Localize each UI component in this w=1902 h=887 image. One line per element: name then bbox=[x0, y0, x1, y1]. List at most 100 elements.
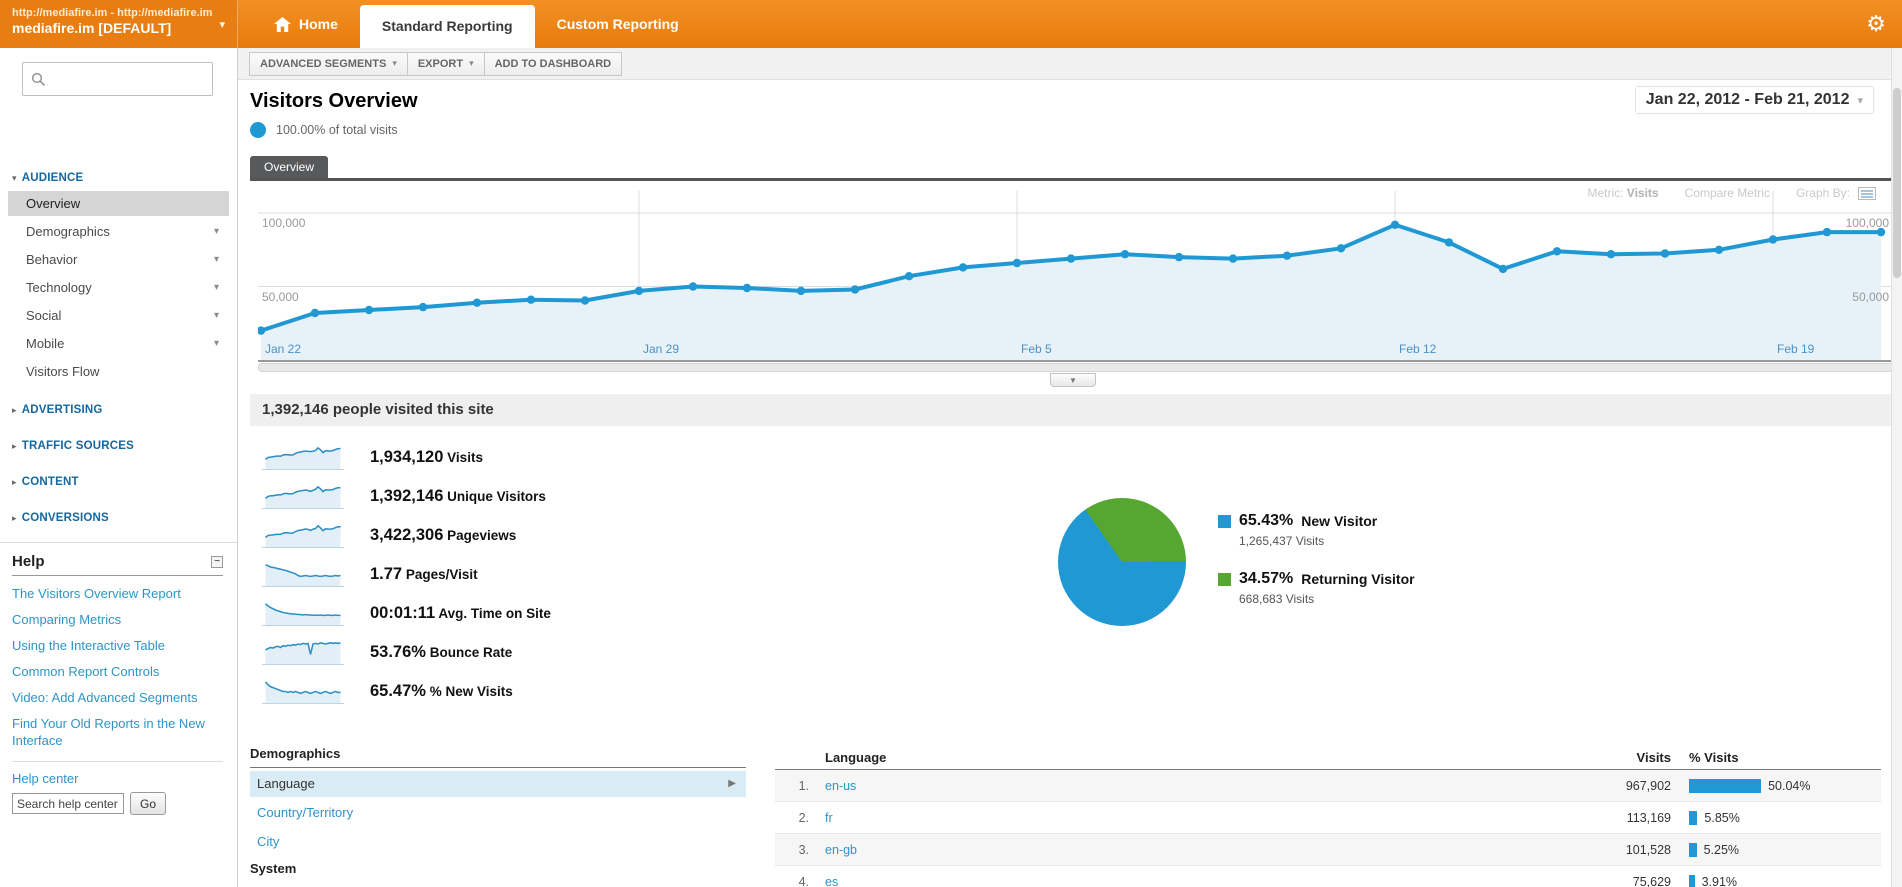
sidebar: ▾ AUDIENCE Overview Demographics ▾ Behavior ▾ T… bbox=[0, 48, 238, 887]
stat-label: Avg. Time on Site bbox=[438, 605, 551, 621]
chart-tab-rule bbox=[250, 178, 1895, 181]
visits-value: 113,169 bbox=[1626, 810, 1671, 825]
sidebar-item-technology[interactable]: Technology ▾ bbox=[8, 275, 229, 300]
help-center-go-button[interactable]: Go bbox=[130, 792, 167, 815]
col-pct-visits: % Visits bbox=[1689, 750, 1739, 765]
tab-standard-reporting[interactable]: Standard Reporting bbox=[359, 5, 535, 48]
sparkline-pages-visit bbox=[262, 564, 344, 587]
nav-section-conversions[interactable]: ▸ CONVERSIONS bbox=[12, 512, 109, 524]
tab-custom-reporting-label: Custom Reporting bbox=[556, 16, 679, 32]
chevron-down-icon: ▾ bbox=[392, 58, 397, 68]
tab-home[interactable]: Home bbox=[252, 0, 360, 48]
account-dropdown-icon[interactable]: ▾ bbox=[219, 19, 225, 31]
nav-section-traffic-sources[interactable]: ▸ TRAFFIC SOURCES bbox=[12, 440, 134, 452]
language-link[interactable]: en-us bbox=[825, 778, 857, 793]
help-link-using-the-interactive-table[interactable]: Using the Interactive Table bbox=[12, 638, 165, 653]
nav-section-advertising[interactable]: ▸ ADVERTISING bbox=[12, 404, 103, 416]
stat-unique-visitors: 1,392,146 Unique Visitors bbox=[262, 481, 546, 511]
page-scrollbar[interactable] bbox=[1891, 48, 1902, 887]
compare-metric-button[interactable]: Compare Metric bbox=[1684, 186, 1770, 200]
segment-percent-icon bbox=[250, 122, 266, 138]
report-toolbar: ADVANCED SEGMENTS ▾ EXPORT ▾ ADD TO DASHBO… bbox=[238, 48, 1902, 80]
stat-value: 3,422,306 bbox=[370, 525, 444, 544]
sidebar-search-box[interactable] bbox=[22, 62, 213, 96]
triangle-down-icon: ▾ bbox=[12, 173, 17, 183]
sidebar-item-social[interactable]: Social ▾ bbox=[8, 303, 229, 328]
stat-visits: 1,934,120 Visits bbox=[262, 442, 483, 472]
language-link[interactable]: fr bbox=[825, 810, 833, 825]
sidebar-item-demographics[interactable]: Demographics ▾ bbox=[8, 219, 229, 244]
demographics-row-language[interactable]: Language ▶ bbox=[250, 771, 746, 797]
y-axis-label: 100,000 bbox=[262, 216, 306, 231]
language-table-row: 2. fr 113,169 5.85% bbox=[775, 802, 1881, 834]
nav-section-content[interactable]: ▸ CONTENT bbox=[12, 476, 79, 488]
percent-bar bbox=[1689, 842, 1697, 857]
metric-selector[interactable]: Metric: Visits bbox=[1587, 186, 1659, 200]
export-button[interactable]: EXPORT ▾ bbox=[406, 51, 485, 76]
stat-label: Unique Visitors bbox=[447, 488, 546, 504]
help-link-comparing-metrics[interactable]: Comparing Metrics bbox=[12, 612, 122, 627]
help-link-video-add-advanced-segments[interactable]: Video: Add Advanced Segments bbox=[12, 690, 198, 705]
percent-value: 5.85% bbox=[1704, 810, 1740, 825]
account-selector[interactable]: http://mediafire.im - http://mediafire.i… bbox=[0, 0, 238, 48]
visitor-type-pie-chart bbox=[1058, 498, 1186, 626]
legend-entry-new-visitor: 65.43% New Visitor 1,265,437 Visits bbox=[1218, 512, 1415, 548]
system-section-title: System bbox=[250, 861, 297, 876]
help-link-find-your-old-reports-in-the-new-interface[interactable]: Find Your Old Reports in the New Interfa… bbox=[12, 716, 205, 748]
nav-section-audience[interactable]: ▾ AUDIENCE bbox=[12, 172, 84, 184]
chart-tab-overview[interactable]: Overview bbox=[250, 156, 329, 179]
x-axis-label: Feb 12 bbox=[1399, 342, 1437, 356]
page-scrollbar-thumb[interactable] bbox=[1893, 88, 1901, 278]
demographics-panel: Demographics Language ▶ Country/Territory C… bbox=[250, 746, 746, 876]
tab-custom-reporting[interactable]: Custom Reporting bbox=[535, 0, 701, 48]
help-link-the-visitors-overview-report[interactable]: The Visitors Overview Report bbox=[12, 586, 181, 601]
demographics-row-country-territory[interactable]: Country/Territory bbox=[257, 805, 354, 820]
app-header: http://mediafire.im - http://mediafire.i… bbox=[0, 0, 1902, 48]
advanced-segments-button[interactable]: ADVANCED SEGMENTS ▾ bbox=[249, 51, 408, 76]
chart-collapse-button[interactable]: ▼ bbox=[1050, 373, 1096, 387]
chevron-down-icon: ▾ bbox=[469, 58, 474, 68]
sidebar-item-mobile[interactable]: Mobile ▾ bbox=[8, 331, 229, 356]
demographics-row-city[interactable]: City bbox=[257, 834, 280, 849]
triangle-right-icon: ▸ bbox=[12, 441, 17, 451]
chevron-down-icon: ▾ bbox=[1857, 94, 1863, 107]
language-link[interactable]: en-gb bbox=[825, 842, 857, 857]
stat-value: 1,392,146 bbox=[370, 486, 444, 505]
row-rank: 3. bbox=[798, 842, 809, 857]
sidebar-item-overview[interactable]: Overview bbox=[8, 191, 229, 216]
visits-value: 101,528 bbox=[1625, 842, 1671, 857]
settings-gear-icon[interactable]: ⚙ bbox=[1866, 11, 1886, 36]
sidebar-item-visitors-flow[interactable]: Visitors Flow bbox=[26, 364, 100, 379]
date-range-picker[interactable]: Jan 22, 2012 - Feb 21, 2012 ▾ bbox=[1634, 86, 1874, 114]
sidebar-item-behavior[interactable]: Behavior ▾ bbox=[8, 247, 229, 272]
main-nav-tabs: Home Standard Reporting Custom Reporting bbox=[252, 0, 701, 48]
chevron-down-icon: ▾ bbox=[213, 310, 219, 321]
percent-bar bbox=[1689, 874, 1695, 887]
graph-by-day-icon[interactable] bbox=[1858, 186, 1876, 200]
sparkline-unique-visitors bbox=[262, 485, 344, 509]
language-link[interactable]: es bbox=[825, 874, 839, 887]
language-table-row: 4. es 75,629 3.91% bbox=[775, 866, 1881, 887]
graph-by-control[interactable]: Graph By: bbox=[1796, 186, 1876, 200]
home-icon bbox=[274, 16, 291, 32]
percent-value: 5.25% bbox=[1703, 842, 1740, 857]
arrow-right-icon: ▶ bbox=[728, 778, 736, 789]
stat-new-visits: 65.47% % New Visits bbox=[262, 676, 513, 706]
stat-value: 1,934,120 bbox=[370, 447, 444, 466]
add-to-dashboard-button[interactable]: ADD TO DASHBOARD bbox=[483, 51, 623, 76]
help-center-search-input[interactable] bbox=[12, 793, 124, 814]
pie-legend: 65.43% New Visitor 1,265,437 Visits 34.5… bbox=[1218, 512, 1415, 628]
language-table: Language Visits % Visits 1. en-us 967,90… bbox=[775, 746, 1881, 887]
sparkline-visits bbox=[262, 446, 344, 470]
help-link-common-report-controls[interactable]: Common Report Controls bbox=[12, 664, 160, 679]
help-collapse-icon[interactable]: − bbox=[211, 556, 223, 568]
chart-h-scrollbar[interactable] bbox=[258, 363, 1893, 372]
tab-home-label: Home bbox=[299, 16, 338, 32]
legend-percent: 34.57% bbox=[1239, 570, 1294, 587]
help-panel: Help − The Visitors Overview Report Compa… bbox=[0, 542, 237, 815]
x-axis-label: Jan 29 bbox=[643, 342, 680, 356]
triangle-right-icon: ▸ bbox=[12, 513, 17, 523]
sidebar-search-input[interactable] bbox=[46, 71, 204, 87]
sparkline-pageviews bbox=[262, 524, 344, 548]
help-center-label[interactable]: Help center bbox=[12, 771, 79, 786]
